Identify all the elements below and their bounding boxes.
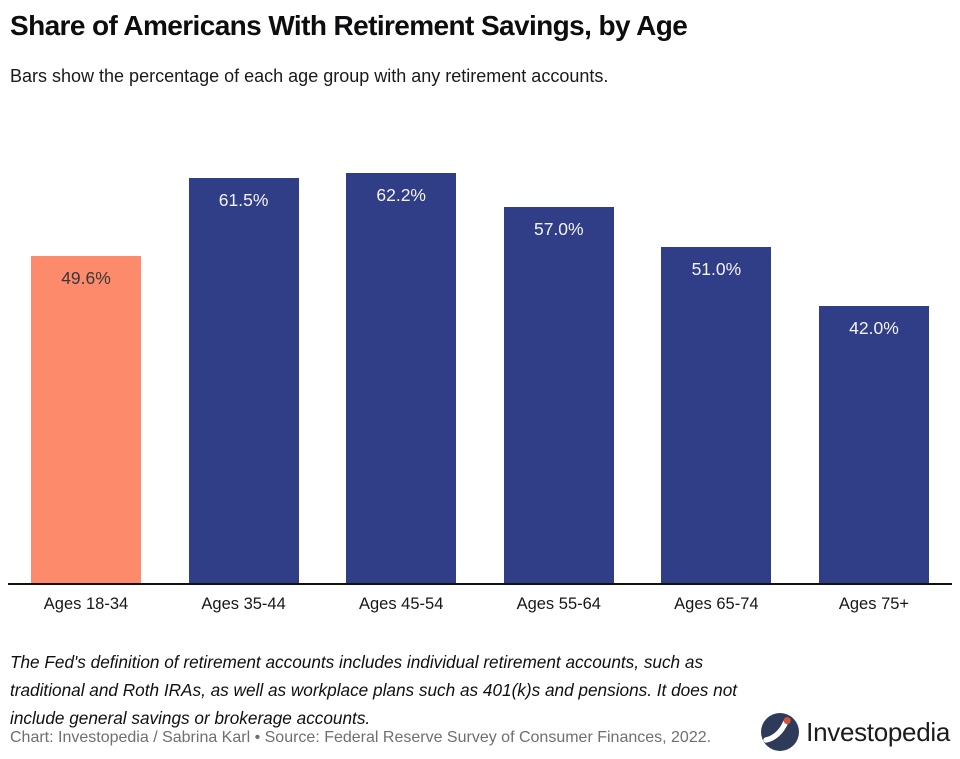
x-axis-line [8, 583, 952, 585]
x-axis-labels: Ages 18-34 Ages 35-44 Ages 45-54 Ages 55… [8, 595, 952, 614]
x-axis-label-ages-75-plus: Ages 75+ [838, 595, 910, 613]
bar-ages-35-44: 61.5% [188, 177, 299, 583]
investopedia-logo: Investopedia [761, 713, 950, 751]
bar-ages-75-plus: 42.0% [818, 306, 929, 583]
bar-value-label: 57.0% [533, 219, 584, 240]
bar-value-label: 62.2% [376, 185, 426, 206]
bar-ages-18-34: 49.6% [31, 256, 141, 583]
bar-value-label: 61.5% [218, 189, 269, 210]
bar-value-label: 49.6% [61, 268, 111, 289]
footnote: The Fed's definition of retirement accou… [10, 652, 738, 728]
investopedia-logo-text: Investopedia [806, 716, 950, 747]
x-axis-label-ages-55-64: Ages 55-64 [516, 595, 601, 613]
bar-value-label: 42.0% [849, 318, 899, 339]
credit-line: Chart: Investopedia / Sabrina Karl • Sou… [10, 729, 712, 746]
chart-title: Share of Americans With Retirement Savin… [10, 10, 688, 41]
x-axis-label-ages-45-54: Ages 45-54 [358, 595, 444, 613]
bar-chart: 49.6% 61.5% 62.2% 57.0% 51.0% 42.0% Ages… [8, 150, 952, 614]
chart-subtitle: Bars show the percentage of each age gro… [10, 66, 609, 86]
x-axis-label-ages-65-74: Ages 65-74 [674, 595, 759, 613]
bar-ages-45-54: 62.2% [346, 173, 457, 583]
investopedia-logo-icon [761, 713, 800, 751]
bar-ages-65-74: 51.0% [661, 246, 772, 583]
bar-ages-55-64: 57.0% [503, 207, 614, 583]
plot-area: 49.6% 61.5% 62.2% 57.0% 51.0% 42.0% [8, 150, 952, 583]
x-axis-label-ages-35-44: Ages 35-44 [201, 595, 286, 613]
bar-value-label: 51.0% [691, 258, 742, 279]
x-axis-label-ages-18-34: Ages 18-34 [43, 595, 129, 613]
